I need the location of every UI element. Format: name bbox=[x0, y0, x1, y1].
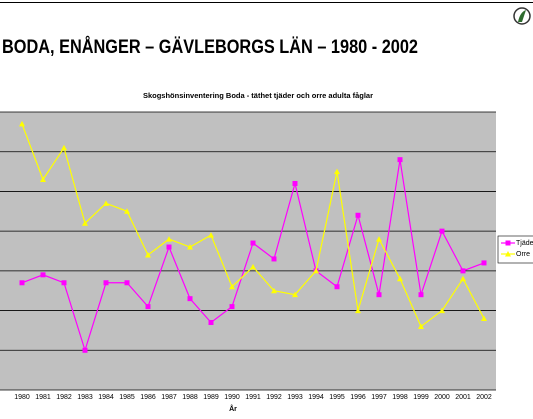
x-tick-label: 1991 bbox=[245, 394, 261, 401]
x-tick-label: 1985 bbox=[119, 394, 135, 401]
marker bbox=[481, 260, 487, 266]
marker bbox=[82, 220, 88, 226]
marker bbox=[40, 272, 46, 278]
marker bbox=[124, 208, 130, 214]
x-tick-label: 1992 bbox=[266, 394, 282, 401]
x-tick-label: 1989 bbox=[203, 394, 219, 401]
x-tick-label: 1986 bbox=[140, 394, 156, 401]
marker bbox=[250, 263, 256, 270]
marker bbox=[208, 232, 214, 238]
marker bbox=[292, 291, 298, 298]
chart-title: Skogshönsinventering Boda - täthet tjäde… bbox=[143, 91, 373, 100]
legend-box bbox=[497, 235, 533, 264]
marker bbox=[292, 180, 298, 186]
x-tick-label: 1988 bbox=[182, 394, 198, 401]
marker bbox=[19, 280, 25, 286]
x-tick-label: 1987 bbox=[161, 394, 177, 401]
marker bbox=[460, 275, 466, 282]
x-tick-label: 1997 bbox=[371, 394, 387, 401]
x-tick-label: 1996 bbox=[350, 394, 366, 401]
marker bbox=[187, 244, 193, 250]
legend-marker bbox=[505, 240, 511, 246]
marker bbox=[397, 275, 403, 282]
x-tick-label: 1999 bbox=[413, 394, 429, 401]
marker bbox=[40, 176, 46, 183]
legend-label: Orre bbox=[516, 251, 530, 258]
legend-label: Tjäder bbox=[516, 240, 533, 247]
marker bbox=[145, 251, 151, 258]
marker bbox=[229, 283, 235, 290]
marker bbox=[271, 287, 277, 294]
marker bbox=[334, 168, 340, 175]
logo bbox=[513, 7, 531, 25]
x-tick-label: 1984 bbox=[98, 394, 114, 401]
x-tick-label: 2000 bbox=[434, 394, 450, 401]
marker bbox=[376, 236, 382, 242]
x-tick-label: 2001 bbox=[455, 394, 471, 401]
marker bbox=[229, 304, 235, 310]
plot-area bbox=[0, 112, 496, 390]
marker bbox=[271, 256, 277, 262]
x-tick-label: 1990 bbox=[224, 394, 240, 401]
marker bbox=[313, 267, 319, 274]
marker bbox=[145, 304, 151, 310]
x-tick-label: 1994 bbox=[308, 394, 324, 401]
marker bbox=[439, 228, 445, 234]
marker bbox=[418, 292, 424, 298]
x-tick-label: 1983 bbox=[77, 394, 93, 401]
x-tick-label: 1980 bbox=[14, 394, 30, 401]
marker bbox=[82, 347, 88, 353]
x-axis-label: År bbox=[229, 404, 237, 413]
x-tick-label: 1981 bbox=[35, 394, 51, 401]
marker bbox=[355, 307, 361, 314]
marker bbox=[418, 323, 424, 329]
marker bbox=[166, 244, 172, 250]
series bbox=[19, 120, 487, 329]
marker bbox=[334, 284, 340, 290]
series bbox=[19, 157, 487, 353]
marker bbox=[103, 280, 109, 286]
marker bbox=[124, 280, 130, 286]
marker bbox=[19, 120, 25, 127]
marker bbox=[166, 236, 172, 242]
legend: Tjäder Orre bbox=[497, 235, 533, 264]
marker bbox=[187, 296, 193, 302]
marker bbox=[460, 268, 466, 274]
marker bbox=[481, 315, 487, 322]
x-tick-label: 2002 bbox=[476, 394, 492, 401]
x-tick-label: 1993 bbox=[287, 394, 303, 401]
marker bbox=[61, 280, 67, 286]
marker bbox=[61, 144, 67, 151]
marker bbox=[397, 157, 403, 163]
marker bbox=[376, 292, 382, 298]
marker bbox=[250, 240, 256, 246]
x-tick-label: 1982 bbox=[56, 394, 72, 401]
marker bbox=[103, 200, 109, 206]
x-tick-label: 1998 bbox=[392, 394, 408, 401]
marker bbox=[355, 212, 361, 218]
legend-marker bbox=[505, 251, 511, 257]
x-tick-label: 1995 bbox=[329, 394, 345, 401]
marker bbox=[439, 307, 445, 314]
heading: BODA, ENÅNGER – GÄVLEBORGS LÄN – 1980 - … bbox=[2, 37, 418, 58]
marker bbox=[208, 319, 214, 325]
